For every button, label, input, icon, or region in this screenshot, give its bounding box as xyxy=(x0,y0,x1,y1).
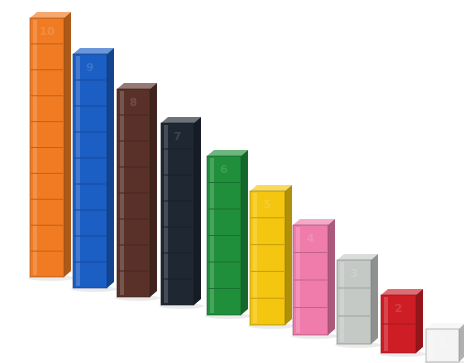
rod-side-face xyxy=(150,83,157,297)
rod-top-face xyxy=(426,323,464,329)
rod-highlight xyxy=(164,125,168,303)
rod-outline xyxy=(336,259,372,345)
rod-number-label: 3 xyxy=(350,267,358,280)
rod-highlight xyxy=(340,262,344,342)
rod-8: 8 xyxy=(115,83,160,301)
rod-side-face xyxy=(194,117,201,305)
rod-number-label: 4 xyxy=(307,232,315,245)
rod-1: 1 xyxy=(424,323,464,363)
rod-highlight xyxy=(76,56,80,286)
rod-side-face xyxy=(416,289,423,353)
rod-outline xyxy=(425,328,460,363)
rod-highlight xyxy=(253,193,257,323)
rod-outline xyxy=(116,88,151,298)
rod-outline xyxy=(206,155,242,316)
rod-front-face xyxy=(250,191,285,325)
rod-number-label: 9 xyxy=(86,61,94,74)
rod-number-label: 1 xyxy=(439,336,447,349)
rod-2: 2 xyxy=(379,289,426,357)
rod-top-face xyxy=(250,185,292,191)
rod-number-label: 10 xyxy=(39,25,55,38)
rod-side-face xyxy=(328,219,335,335)
rod-3: 3 xyxy=(335,254,381,348)
rod-top-face xyxy=(30,12,71,18)
rod-side-face xyxy=(371,254,378,344)
rod-7: 7 xyxy=(159,117,204,309)
rod-side-face xyxy=(285,185,292,325)
rod-6: 6 xyxy=(205,150,251,319)
rod-10: 10 xyxy=(28,12,74,281)
rod-top-face xyxy=(207,150,248,156)
rod-front-face xyxy=(337,260,371,344)
rod-outline xyxy=(249,190,286,326)
rod-top-face xyxy=(337,254,378,260)
rod-4: 4 xyxy=(291,219,338,339)
rod-top-face xyxy=(73,48,114,54)
rod-number-label: 6 xyxy=(220,163,228,176)
rod-number-label: 5 xyxy=(264,198,272,211)
rod-number-label: 8 xyxy=(130,96,138,109)
rod-9: 9 xyxy=(71,48,117,292)
rod-side-face xyxy=(107,48,114,288)
rod-outline xyxy=(72,53,108,289)
rod-outline xyxy=(29,17,65,278)
rod-highlight xyxy=(429,331,433,360)
rod-side-face xyxy=(64,12,71,277)
rod-side-face xyxy=(241,150,248,315)
rod-front-face xyxy=(161,123,194,305)
rod-front-face xyxy=(73,54,107,288)
rod-top-face xyxy=(381,289,423,295)
rod-top-face xyxy=(293,219,335,225)
rod-side-face xyxy=(459,324,464,362)
rod-outline xyxy=(292,224,329,336)
rod-outline xyxy=(380,294,417,354)
rod-5: 5 xyxy=(248,185,295,329)
rod-top-face xyxy=(117,83,157,89)
rod-front-face xyxy=(426,329,459,362)
rod-top-face xyxy=(161,117,201,123)
rod-number-label: 2 xyxy=(395,302,403,315)
rod-outline xyxy=(160,122,195,306)
rod-number-label: 7 xyxy=(174,130,182,143)
